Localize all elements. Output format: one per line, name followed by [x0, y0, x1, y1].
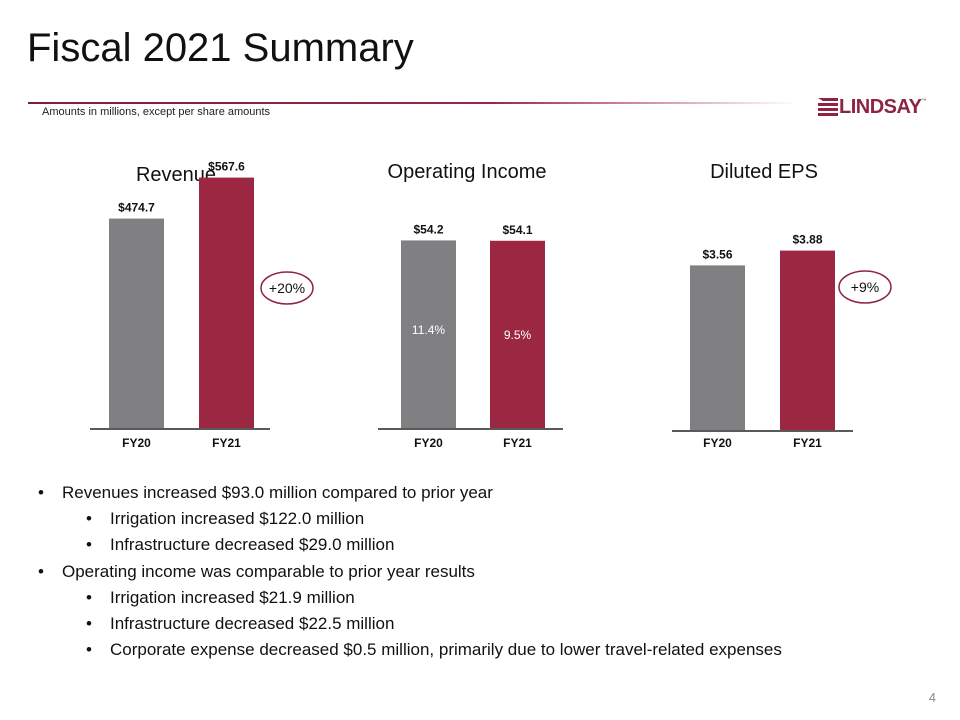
summary-charts: $474.7 FY20 $567.6 FY21 +20% $54.2 FY20 11.4% $5…: [90, 160, 892, 450]
bullet-marker: •: [38, 561, 44, 581]
revenue-change-badge-outline: [260, 271, 314, 305]
bullet-text: Corporate expense decreased $0.5 million…: [110, 640, 782, 660]
bullet-marker: •: [86, 587, 92, 607]
diluted-eps-change-badge: +9%: [851, 279, 879, 295]
lindsay-logo: LINDSAY ™: [818, 96, 926, 118]
revenue-category-label-fy20: FY20: [122, 436, 151, 450]
revenue-bar-fy21: [199, 177, 254, 428]
page-title: Fiscal 2021 Summary: [27, 26, 414, 70]
diluted-eps-change-badge-outline: [838, 270, 892, 304]
diluted-eps-value-label-fy21: $3.88: [792, 233, 822, 247]
logo-trademark: ™: [921, 98, 927, 104]
revenue-value-label-fy20: $474.7: [118, 201, 155, 215]
sub-bullet-item: • Irrigation increased $122.0 million: [38, 506, 938, 532]
diluted-eps-bar-fy21: [780, 250, 835, 430]
page-number: 4: [928, 690, 936, 705]
diluted-eps-bar-fy20: [690, 265, 745, 430]
operating-income-category-label-fy20: FY20: [414, 436, 443, 450]
bullet-text: Infrastructure decreased $29.0 million: [110, 535, 395, 555]
bullet-marker: •: [86, 613, 92, 633]
operating-income-value-label-fy21: $54.1: [502, 223, 532, 237]
operating-income-bar-fy20: [401, 240, 456, 428]
logo-wordmark: LINDSAY: [839, 96, 922, 118]
revenue-category-label-fy21: FY21: [212, 436, 241, 450]
operating-income-category-label-fy21: FY21: [503, 436, 532, 450]
bullet-text: Irrigation increased $21.9 million: [110, 587, 355, 607]
diluted-eps-chart-title: Diluted EPS: [710, 161, 818, 183]
title-divider: [28, 102, 798, 104]
bullet-marker: •: [86, 509, 92, 529]
bullet-item: • Revenues increased $93.0 million compar…: [38, 480, 938, 506]
bullet-text: Infrastructure decreased $22.5 million: [110, 613, 395, 633]
sub-bullet-item: • Infrastructure decreased $29.0 million: [38, 532, 938, 558]
operating-income-chart-title: Operating Income: [387, 161, 547, 183]
diluted-eps-category-label-fy20: FY20: [703, 436, 732, 450]
bullet-text: Irrigation increased $122.0 million: [110, 509, 365, 529]
revenue-change-badge: +20%: [269, 280, 305, 296]
operating-income-margin-label-fy21: 9.5%: [504, 328, 532, 342]
units-note: Amounts in millions, except per share am…: [42, 106, 271, 118]
bullet-text: Operating income was comparable to prior…: [62, 561, 475, 581]
sub-bullet-item: • Corporate expense decreased $0.5 millio…: [38, 637, 938, 663]
summary-bullets: • Revenues increased $93.0 million compar…: [38, 480, 938, 663]
revenue-value-label-fy21: $567.6: [208, 160, 245, 174]
operating-income-value-label-fy20: $54.2: [413, 222, 443, 236]
lindsay-logo-mark-icon: [818, 98, 838, 116]
revenue-chart-title: Revenue: [135, 164, 217, 186]
operating-income-bar-fy21: [490, 240, 545, 428]
sub-bullet-item: • Infrastructure decreased $22.5 million: [38, 611, 938, 637]
bullet-marker: •: [38, 483, 44, 502]
bullet-marker: •: [86, 640, 92, 660]
diluted-eps-value-label-fy20: $3.56: [702, 247, 732, 261]
bullet-marker: •: [86, 535, 92, 555]
revenue-bar-fy20: [109, 218, 164, 428]
bullet-text: Revenues increased $93.0 million compare…: [62, 483, 493, 502]
sub-bullet-item: • Irrigation increased $21.9 million: [38, 585, 938, 611]
bullet-item: • Operating income was comparable to prio…: [38, 559, 938, 585]
diluted-eps-category-label-fy21: FY21: [793, 436, 822, 450]
operating-income-margin-label-fy20: 11.4%: [412, 323, 445, 337]
